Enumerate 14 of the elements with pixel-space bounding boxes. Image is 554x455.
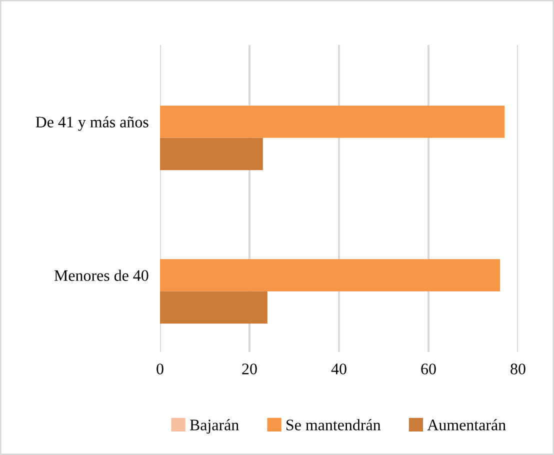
- x-tick-label: 40: [331, 364, 346, 374]
- y-tick-label: De 41 y más años: [36, 116, 148, 131]
- legend-label: Se mantendrán: [286, 419, 381, 430]
- x-tick-label: 0: [156, 364, 164, 374]
- bar: [160, 291, 268, 324]
- y-tick-label: Menores de 40: [54, 270, 148, 281]
- legend-label: Bajarán: [190, 419, 239, 434]
- x-tick-label: 60: [421, 364, 436, 374]
- bar: [160, 106, 505, 138]
- bar: [160, 138, 263, 170]
- x-tick-label: 20: [242, 364, 257, 374]
- x-tick-label: 80: [510, 364, 526, 374]
- legend-label: Aumentarán: [427, 419, 506, 430]
- bar: [160, 259, 500, 292]
